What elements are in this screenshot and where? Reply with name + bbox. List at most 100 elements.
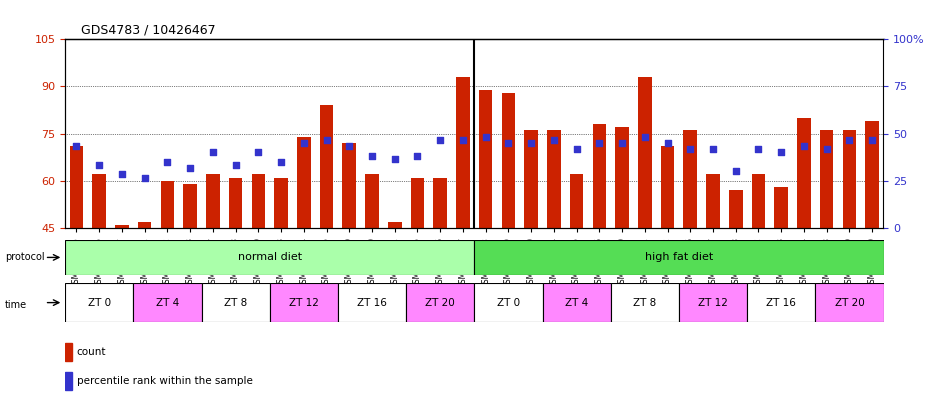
Point [69, 143, 84, 149]
Text: ZT 4: ZT 4 [565, 298, 588, 308]
Bar [570, 174, 583, 228]
Point [319, 137, 334, 143]
Bar [501, 93, 515, 228]
Bar [161, 181, 174, 228]
FancyBboxPatch shape [679, 283, 747, 322]
Bar [70, 146, 84, 228]
Text: ZT 8: ZT 8 [224, 298, 247, 308]
Point [160, 159, 175, 165]
Bar [479, 90, 493, 228]
Text: ZT 16: ZT 16 [766, 298, 796, 308]
Point [774, 149, 789, 156]
Text: normal diet: normal diet [238, 252, 301, 263]
Bar [456, 77, 470, 228]
Bar [684, 130, 698, 228]
Text: ZT 12: ZT 12 [289, 298, 319, 308]
FancyBboxPatch shape [747, 283, 816, 322]
FancyBboxPatch shape [474, 283, 542, 322]
Point [114, 171, 129, 178]
FancyBboxPatch shape [270, 283, 338, 322]
Point [182, 165, 197, 171]
Bar [297, 137, 311, 228]
Point [432, 137, 447, 143]
Point [387, 156, 402, 162]
Bar [729, 190, 742, 228]
Point [478, 134, 493, 140]
Text: time: time [5, 299, 27, 310]
Point [615, 140, 630, 146]
Point [365, 152, 379, 159]
Text: ZT 12: ZT 12 [698, 298, 728, 308]
Text: ZT 8: ZT 8 [633, 298, 657, 308]
Point [547, 137, 562, 143]
Bar [433, 178, 447, 228]
Point [206, 149, 220, 156]
FancyBboxPatch shape [133, 283, 202, 322]
Point [591, 140, 606, 146]
Point [569, 146, 584, 152]
Bar [592, 124, 606, 228]
FancyBboxPatch shape [338, 283, 406, 322]
Text: high fat diet: high fat diet [644, 252, 713, 263]
Bar [65, 373, 73, 390]
Point [456, 137, 471, 143]
Bar [411, 178, 424, 228]
Bar [797, 118, 811, 228]
FancyBboxPatch shape [202, 283, 270, 322]
FancyBboxPatch shape [474, 240, 884, 275]
Text: protocol: protocol [5, 252, 45, 263]
Point [819, 146, 834, 152]
Point [228, 162, 243, 168]
Text: GDS4783 / 10426467: GDS4783 / 10426467 [82, 24, 216, 37]
Text: ZT 0: ZT 0 [87, 298, 111, 308]
Bar [616, 127, 629, 228]
Text: count: count [76, 347, 106, 357]
FancyBboxPatch shape [611, 283, 679, 322]
FancyBboxPatch shape [65, 283, 133, 322]
Text: ZT 0: ZT 0 [497, 298, 520, 308]
Bar [751, 174, 765, 228]
Point [501, 140, 516, 146]
Bar [820, 130, 833, 228]
Bar [525, 130, 538, 228]
Point [524, 140, 538, 146]
Bar [320, 105, 333, 228]
Point [92, 162, 107, 168]
Bar [138, 222, 152, 228]
Bar [706, 174, 720, 228]
Point [706, 146, 721, 152]
Point [251, 149, 266, 156]
Point [297, 140, 312, 146]
Point [728, 168, 743, 174]
Bar [660, 146, 674, 228]
FancyBboxPatch shape [816, 283, 884, 322]
Text: percentile rank within the sample: percentile rank within the sample [76, 376, 253, 386]
Point [637, 134, 652, 140]
Bar [115, 225, 128, 228]
Bar [229, 178, 243, 228]
Bar [342, 143, 356, 228]
Text: ZT 16: ZT 16 [357, 298, 387, 308]
Point [660, 140, 675, 146]
Bar [547, 130, 561, 228]
Bar [843, 130, 857, 228]
Text: ZT 20: ZT 20 [834, 298, 864, 308]
Point [865, 137, 880, 143]
Bar [638, 77, 652, 228]
Bar [65, 343, 73, 361]
Bar [388, 222, 402, 228]
Bar [206, 174, 219, 228]
Point [138, 174, 153, 181]
Bar [251, 174, 265, 228]
FancyBboxPatch shape [406, 283, 474, 322]
Point [751, 146, 766, 152]
Bar [274, 178, 288, 228]
FancyBboxPatch shape [542, 283, 611, 322]
Bar [775, 187, 788, 228]
Point [342, 143, 357, 149]
Point [683, 146, 698, 152]
Point [410, 152, 425, 159]
Point [842, 137, 857, 143]
Text: ZT 4: ZT 4 [156, 298, 179, 308]
Point [273, 159, 288, 165]
